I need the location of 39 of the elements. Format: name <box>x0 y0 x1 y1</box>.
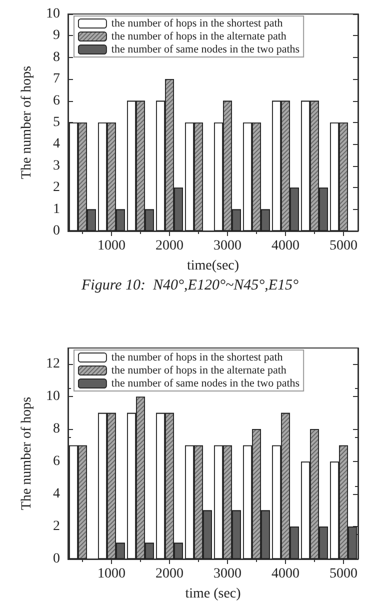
legend-label: the number of hops in the alternate path <box>111 30 287 42</box>
x-tick-label: 1000 <box>98 566 126 582</box>
x-tick-label: 4000 <box>272 566 300 582</box>
caption: Figure 10: N40°,E120°~N45°,E15° <box>80 278 298 294</box>
y-tick-label: 8 <box>53 50 60 65</box>
y-tick-label: 4 <box>53 486 60 502</box>
y-tick-label: 0 <box>53 552 60 566</box>
legend-label: the number of same nodes in the two paths <box>111 378 300 390</box>
x-tick-label: 2000 <box>156 238 184 254</box>
y-tick-label: 8 <box>53 422 60 437</box>
x-tick-label: 1000 <box>98 238 126 254</box>
x-tick-label: 5000 <box>330 238 358 254</box>
x-axis-title: time (sec) <box>185 586 242 602</box>
y-tick-label: 2 <box>53 519 60 534</box>
legend-label: the number of hops in the shortest path <box>111 18 284 30</box>
legend-label: the number of hops in the shortest path <box>111 352 284 364</box>
x-axis-title: time(sec) <box>186 258 240 274</box>
y-tick-label: 0 <box>53 224 60 238</box>
y-tick-label: 3 <box>53 158 60 174</box>
y-tick-label: 12 <box>46 356 60 372</box>
y-axis-title: The number of hops <box>20 66 34 180</box>
legend-label: the number of hops in the alternate path <box>111 364 287 376</box>
x-tick-label: 5000 <box>330 566 358 582</box>
x-tick-label: 4000 <box>272 238 300 254</box>
y-tick-label: 10 <box>46 6 60 22</box>
y-tick-label: 7 <box>53 72 60 87</box>
y-tick-label: 6 <box>53 454 60 470</box>
y-tick-label: 5 <box>53 115 60 130</box>
y-axis-title: The number of hops <box>20 396 34 510</box>
y-tick-label: 4 <box>53 136 60 152</box>
y-tick-label: 6 <box>53 93 60 108</box>
y-tick-label: 10 <box>46 389 60 404</box>
y-tick-label: 9 <box>53 28 60 44</box>
x-tick-label: 3000 <box>214 566 242 582</box>
x-tick-label: 3000 <box>214 238 242 254</box>
x-tick-label: 2000 <box>156 566 184 582</box>
y-tick-label: 1 <box>53 202 60 217</box>
legend-label: the number of same nodes in the two paths <box>111 44 300 56</box>
y-tick-label: 2 <box>53 180 60 196</box>
